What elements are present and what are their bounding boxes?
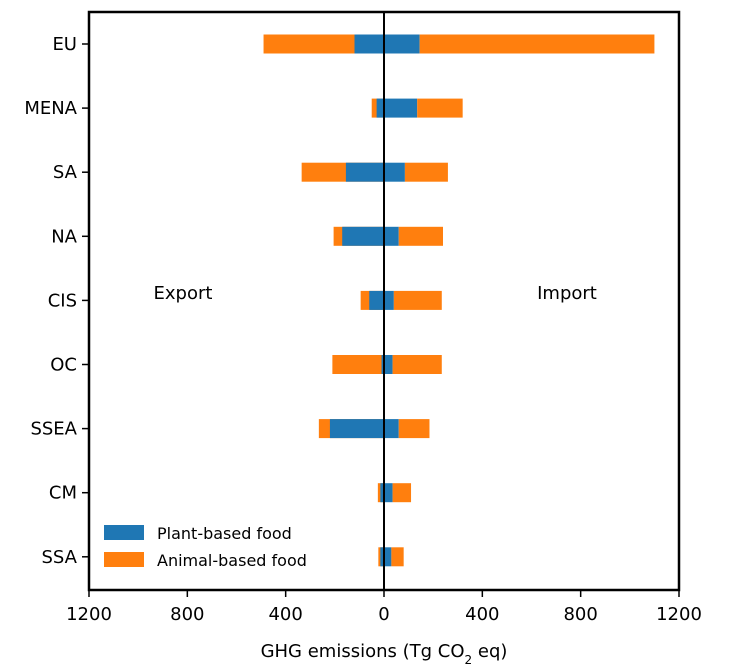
bar-ssea-plant-import [384,419,399,439]
bar-sa-plant-import [384,162,405,182]
bar-mena-plant-import [384,98,418,118]
bar-cm-plant-export [380,483,384,503]
bar-na-animal-import [398,226,443,246]
bar-sa-animal-import [404,162,448,182]
legend: Plant-based food Animal-based food [104,524,307,570]
bar-mena-animal-import [417,98,463,118]
x-tick-label-5: 800 [563,604,597,625]
bar-cis-animal-import [393,290,442,310]
y-tick-label-oc: OC [50,355,77,376]
y-tick-label-cm: CM [49,483,77,504]
y-tick-label-mena: MENA [24,98,77,119]
y-tick-label-ssa: SSA [42,547,78,568]
bar-eu-plant-export [354,34,384,54]
y-tick-label-na: NA [51,226,77,247]
bar-cm-plant-import [384,483,393,503]
y-tick-label-ssea: SSEA [30,419,77,440]
y-axis: EU MENA SA NA CIS OC SSEA CM SSA [24,34,89,568]
y-tick-label-sa: SA [53,162,78,183]
bar-eu-animal-import [419,34,655,54]
bar-oc-plant-export [381,355,384,374]
bar-oc-animal-import [392,355,442,374]
x-tick-label-0: 1200 [66,604,112,625]
bar-cis-plant-export [369,290,384,310]
bar-ssea-plant-export [329,419,384,439]
bar-ssa-plant-import [384,547,392,567]
bar-eu-plant-import [384,34,420,54]
bar-oc-animal-export [332,355,384,374]
x-tick-label-3: 0 [378,604,389,625]
x-tick-label-1: 800 [170,604,204,625]
legend-label-animal: Animal-based food [157,551,307,570]
x-tick-label-6: 1200 [656,604,702,625]
y-tick-label-cis: CIS [48,290,77,311]
bar-mena-plant-export [376,98,384,118]
x-axis-title: GHG emissions (Tg CO2 eq) [261,641,508,666]
bar-eu-animal-export [263,34,384,54]
bars-layer [263,34,655,567]
bar-na-plant-export [342,226,384,246]
bar-oc-plant-import [384,355,393,374]
x-tick-label-4: 400 [465,604,499,625]
bar-cm-animal-import [392,483,412,503]
bar-ssa-animal-import [391,547,404,567]
legend-swatch-animal [104,552,144,567]
bar-na-plant-import [384,226,399,246]
x-tick-label-2: 400 [268,604,302,625]
y-tick-label-eu: EU [52,34,77,55]
bar-cis-plant-import [384,290,394,310]
import-annotation: Import [537,283,597,304]
bar-ssea-animal-import [398,419,430,439]
export-annotation: Export [154,283,213,304]
bar-sa-plant-export [345,162,384,182]
x-axis: 1200 800 400 0 400 800 1200 [66,590,702,625]
legend-swatch-plant [104,525,144,540]
bar-ssa-plant-export [380,547,384,567]
legend-label-plant: Plant-based food [157,524,292,543]
